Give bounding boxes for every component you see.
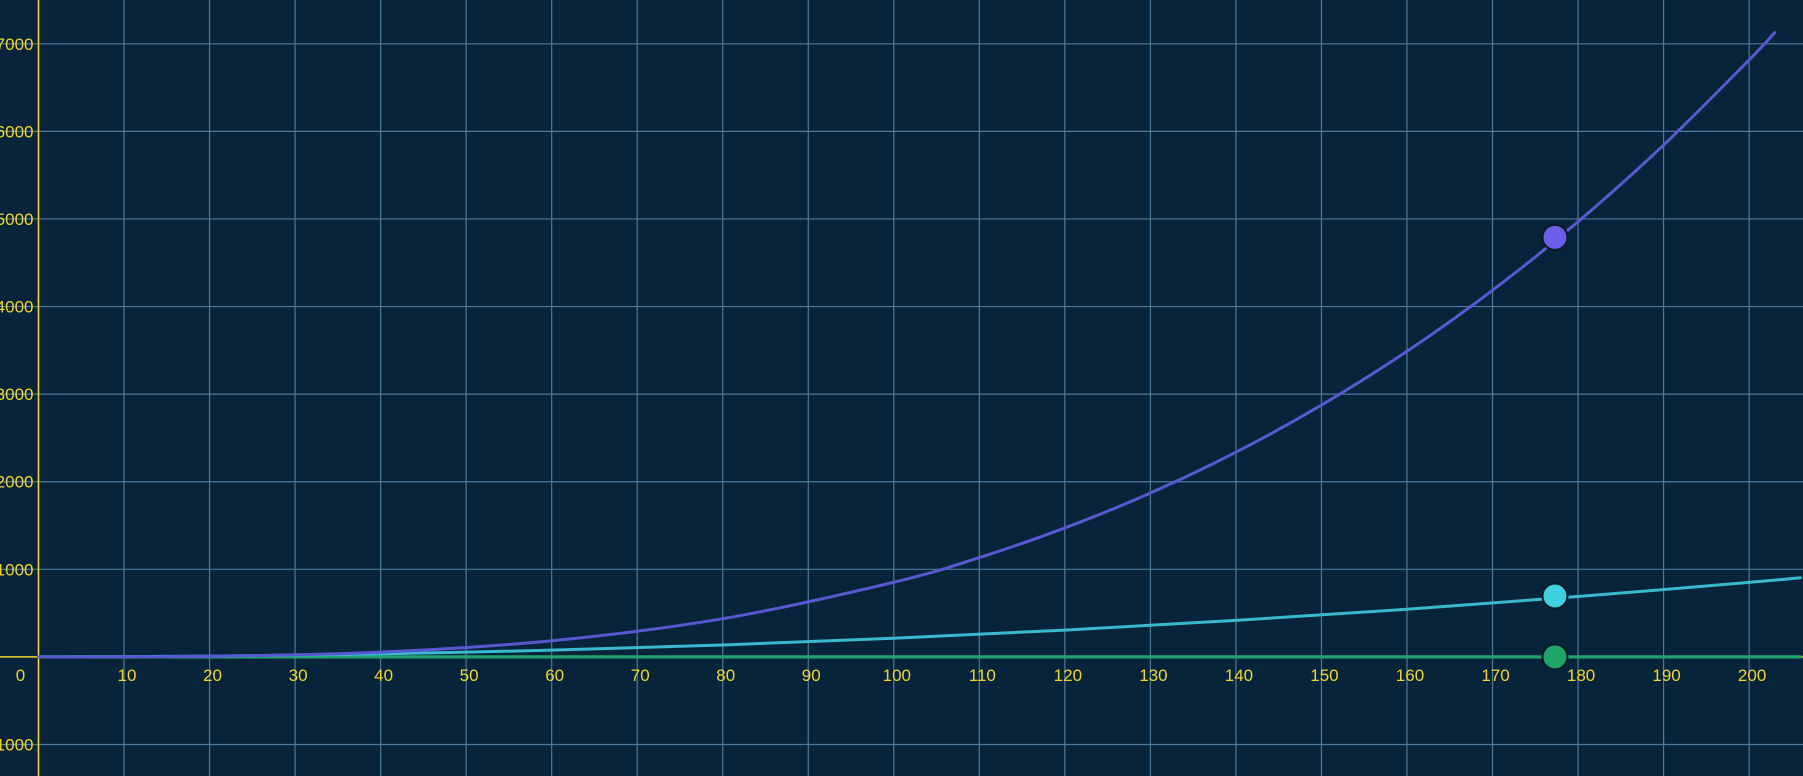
x-tick-label-90: 90 xyxy=(802,666,821,685)
x-tick-label-80: 80 xyxy=(716,666,735,685)
x-tick-label-200: 200 xyxy=(1738,666,1766,685)
x-tick-label-100: 100 xyxy=(883,666,911,685)
x-tick-label-130: 130 xyxy=(1139,666,1167,685)
y-tick-label--1000: -1000 xyxy=(0,735,33,754)
y-tick-label-4000: 4000 xyxy=(0,298,33,317)
tick-labels: 10 20 30 40 50 60 70 80 90 100 110 120 130 140 150 160 1… xyxy=(0,35,1766,755)
points-group[interactable] xyxy=(1541,223,1569,671)
series-line-cubic xyxy=(36,31,1777,659)
x-tick-label-140: 140 xyxy=(1225,666,1253,685)
x-tick-label-120: 120 xyxy=(1054,666,1082,685)
y-tick-label-1000: 1000 xyxy=(0,560,33,579)
y-tick-label-5000: 5000 xyxy=(0,210,33,229)
x-tick-label-10: 10 xyxy=(118,666,137,685)
y-tick-label-3000: 3000 xyxy=(0,385,33,404)
x-tick-label-180: 180 xyxy=(1567,666,1595,685)
x-tick-label-70: 70 xyxy=(631,666,650,685)
point-linear[interactable] xyxy=(1541,643,1569,671)
y-tick-label-2000: 2000 xyxy=(0,473,33,492)
x-tick-label-40: 40 xyxy=(374,666,393,685)
x-tick-label-170: 170 xyxy=(1481,666,1509,685)
x-tick-label-30: 30 xyxy=(289,666,308,685)
x-tick-label-110: 110 xyxy=(969,666,996,685)
x-tick-label-60: 60 xyxy=(545,666,564,685)
origin-label: 0 xyxy=(16,666,25,685)
point-quadratic[interactable] xyxy=(1541,582,1569,610)
x-tick-label-20: 20 xyxy=(203,666,222,685)
x-tick-label-150: 150 xyxy=(1310,666,1338,685)
x-tick-label-190: 190 xyxy=(1652,666,1680,685)
x-tick-label-50: 50 xyxy=(460,666,479,685)
x-tick-label-160: 160 xyxy=(1396,666,1424,685)
y-tick-label-7000: 7000 xyxy=(0,35,33,54)
y-tick-label-6000: 6000 xyxy=(0,122,33,141)
point-cubic[interactable] xyxy=(1541,223,1569,251)
